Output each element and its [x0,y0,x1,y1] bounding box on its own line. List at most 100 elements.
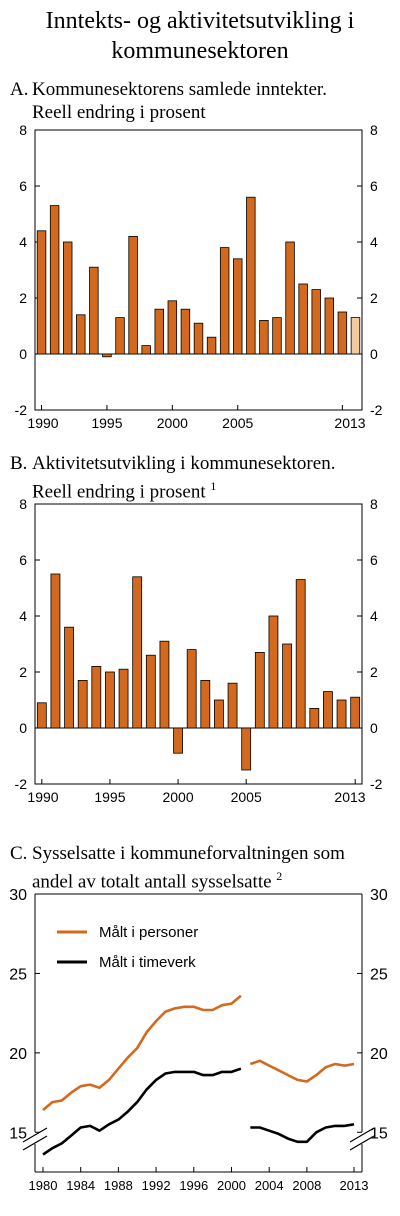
chart-b-xtick-label: 1995 [94,789,125,805]
chart-a-bar [36,230,47,355]
chart-a-bar [128,236,138,355]
chart-a-ytick-label-left: 0 [19,346,27,362]
chart-c-ytick-label-right: 20 [370,1046,388,1063]
chart-a-bar [154,308,164,355]
chart-b-ytick-label-right: 8 [370,496,378,512]
chart-a-bar [102,353,112,358]
chart-b-bar [227,682,238,729]
chart-c-xtick-label: 1992 [142,1178,171,1193]
chart-b-bar [241,727,252,771]
chart-a-bar [233,258,243,355]
chart-a-ytick-label-right: 2 [370,290,378,306]
chart-a-ytick-label-left: 8 [19,122,27,138]
chart-b-bar [323,691,333,729]
chart-a-bar [49,205,60,355]
chart-a-bar [167,300,178,355]
chart-b-xtick-label: 2005 [231,789,262,805]
chart-a-bar [115,317,125,355]
chart-c-xtick-label: 2008 [292,1178,321,1193]
chart-c-xtick-label: 2000 [217,1178,246,1193]
chart-a-plot-frame [34,129,363,411]
chart-b-bar [50,573,61,729]
panel-b-title-line1: Aktivitetsutvikling i kommunesektoren. [32,453,336,474]
panel-a-letter: A. [10,79,29,100]
chart-c-break-left-a [22,1127,48,1143]
chart-a-ytick-label-right: 8 [370,122,378,138]
chart-c-legend-label-persons: Målt i personer [99,924,198,941]
chart-b-ytick-label-right: -2 [370,776,383,792]
chart-c-line-hours-segment-1 [42,1067,242,1156]
chart-b-ytick-label-right: 0 [370,720,378,736]
chart-b-bar [268,615,279,729]
panel-c-letter: C. [10,843,28,864]
chart-a-bar [180,308,191,355]
chart-a-bar [298,283,308,355]
chart-b-bar [173,727,183,754]
chart-a-bar [206,336,217,355]
chart-b-bar [36,702,47,729]
panel-c-title-line1: Sysselsatte i kommuneforvaltningen som [32,843,345,864]
panel-b-title-line2-text: Reell endring i prosent [32,481,206,503]
chart-b-bar [132,576,143,729]
panel-a-title: A. Kommunesektorens samlede inntekter. Re… [10,78,327,124]
chart-a-xtick-label: 1995 [91,415,122,431]
chart-b-bar [214,699,224,729]
chart-c-break-right-a [349,1127,375,1143]
chart-b-bar [77,679,88,729]
chart-b-ytick-label-right: 4 [370,608,378,624]
chart-a-bar [285,241,295,355]
chart-b-ytick-label-left: 4 [19,608,27,624]
chart-a-bar [141,345,151,355]
chart-c-break-left-b [22,1135,48,1151]
chart-b-bar [200,679,211,729]
chart-c: 15 15 20 20 25 25 30 30 1980 1984 1988 1992 1996 2000… [9,887,388,1193]
chart-b-ytick-label-right: 6 [370,552,378,568]
chart-a-bar [272,317,282,355]
chart-b-bar [186,649,197,729]
chart-a-xtick-label: 2000 [157,415,188,431]
chart-b-bar [118,668,129,729]
figure-title: Inntekts- og aktivitetsutvikling i kommu… [45,8,355,64]
chart-a-bar [89,266,99,355]
chart-a-ytick-label-right: 0 [370,346,378,362]
chart-c-line-persons-segment-1 [42,994,242,1111]
panel-c-title-line2-text: andel av totalt antall sysselsatte [32,871,272,893]
chart-c-ytick-label-left: 25 [9,966,27,983]
chart-a-bar [259,319,269,355]
chart-c-xtick-label: 2013 [340,1178,369,1193]
chart-a-ytick-label-left: 4 [19,234,27,250]
chart-c-break-right-b [349,1135,375,1151]
chart-b-ytick-label-left: -2 [15,776,28,792]
chart-b-ytick-label-left: 8 [19,496,27,512]
chart-a: -2 -2 0 0 2 2 4 4 6 6 8 8 1990 1995 2000 2005 2013 [15,122,383,431]
chart-a-bar [193,322,204,355]
chart-a-bar [311,289,321,355]
chart-b-ytick-label-left: 2 [19,664,27,680]
chart-c-ytick-label-right: 30 [370,887,388,904]
chart-c-ytick-label-left: 30 [9,887,27,904]
chart-c-xtick-label: 1980 [29,1178,58,1193]
chart-c-xtick-label: 1996 [179,1178,208,1193]
chart-a-ytick-label-right: 4 [370,234,378,250]
chart-c-legend-label-hours: Målt i timeverk [99,954,196,971]
chart-a-ytick-label-right: 6 [370,178,378,194]
chart-b-xtick-label: 2000 [162,789,193,805]
chart-a-ytick-label-left: 6 [19,178,27,194]
chart-b-bar [159,640,170,729]
chart-c-ytick-label-right: 15 [370,1125,388,1142]
chart-a-bar [324,297,335,355]
chart-a-ytick-label-right: -2 [370,402,383,418]
chart-c-line-hours-segment-2 [250,1123,355,1144]
chart-c-xtick-label: 2004 [255,1178,284,1193]
chart-b-bar [105,671,115,729]
panel-c-footnote: 2 [276,869,283,883]
chart-a-bar [76,314,86,355]
chart-b-bar [295,579,306,729]
chart-c-ytick-label-left: 20 [9,1046,27,1063]
chart-a-bar [62,241,73,355]
chart-b-bar [91,665,102,729]
chart-b-ytick-label-left: 6 [19,552,27,568]
chart-a-xtick-label: 2005 [222,415,253,431]
panel-b-footnote: 1 [210,479,217,493]
chart-b-xtick-label: 1990 [27,789,58,805]
